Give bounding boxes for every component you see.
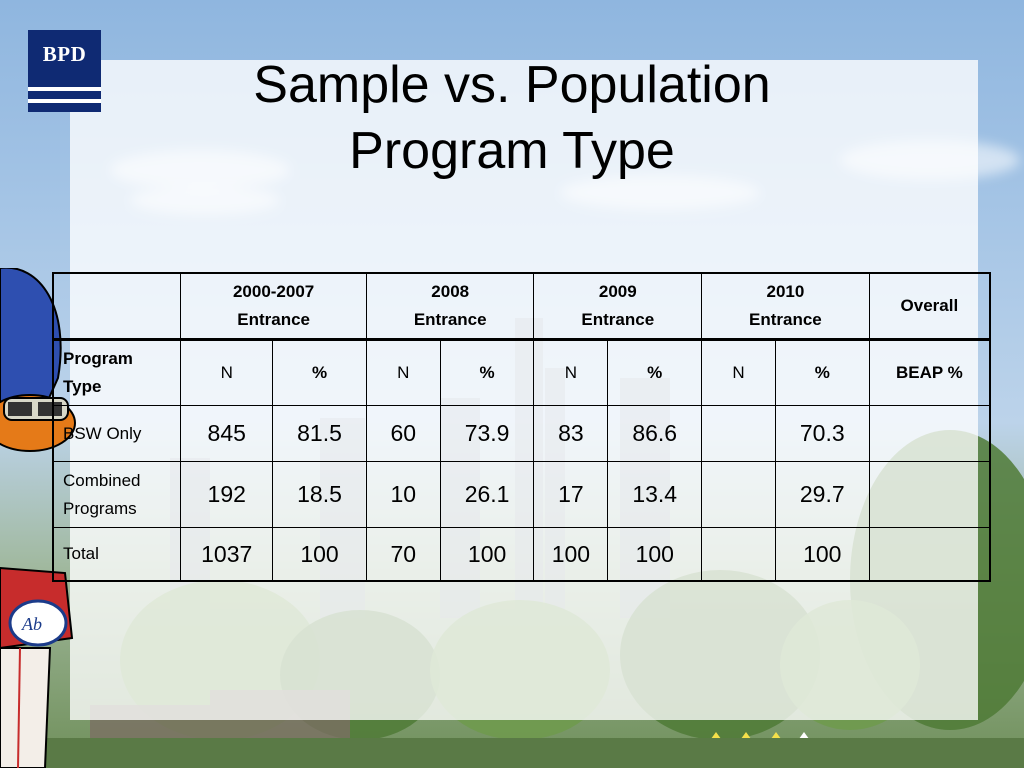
table-cell: 60 <box>365 405 441 462</box>
subheader-cell: N <box>365 339 441 406</box>
table-cell <box>868 405 991 462</box>
program-type-header: Program Type <box>52 339 182 406</box>
table-cell: 70.3 <box>774 405 870 462</box>
table-cell <box>701 527 776 582</box>
group-header: 2009 Entrance <box>533 272 703 340</box>
group-header: 2000-2007 Entrance <box>180 272 367 340</box>
table-row: BSW Only 845 81.5 60 73.9 83 86.6 70.3 <box>52 405 991 462</box>
table-cell: 29.7 <box>774 461 870 528</box>
table-cell: 13.4 <box>607 461 703 528</box>
subheader-cell: N <box>701 339 776 406</box>
header-row-measures: Program Type N % N % N % N % BEAP % <box>52 339 991 406</box>
table-cell: 17 <box>533 461 609 528</box>
table-cell: 86.6 <box>607 405 703 462</box>
table-cell: 73.9 <box>439 405 535 462</box>
subheader-cell: N <box>533 339 609 406</box>
svg-text:Ab: Ab <box>21 614 42 634</box>
title-line-2: Program Type <box>349 122 675 180</box>
table-cell: 845 <box>180 405 274 462</box>
title-line-1: Sample vs. Population <box>253 56 771 114</box>
table-cell <box>868 461 991 528</box>
table-cell <box>701 405 776 462</box>
table-cell: 18.5 <box>272 461 367 528</box>
table-cell: 70 <box>365 527 441 582</box>
table-cell: 83 <box>533 405 609 462</box>
program-type-table: 2000-2007 Entrance 2008 Entrance 2009 Entra… <box>52 272 991 582</box>
table-cell: 10 <box>365 461 441 528</box>
subheader-cell: % <box>774 339 870 406</box>
table-cell <box>868 527 991 582</box>
table-row: Total 1037 100 70 100 100 100 100 <box>52 527 991 582</box>
bpd-logo: BPD <box>28 30 101 112</box>
subheader-cell: % <box>272 339 367 406</box>
table-cell: 1037 <box>180 527 274 582</box>
row-label: Total <box>52 527 182 582</box>
row-label: Combined Programs <box>52 461 182 528</box>
subheader-cell: N <box>180 339 274 406</box>
table-cell <box>701 461 776 528</box>
table-cell: 192 <box>180 461 274 528</box>
logo-text: BPD <box>42 42 87 66</box>
table-cell: 100 <box>439 527 535 582</box>
table-cell: 100 <box>774 527 870 582</box>
header-row-years: 2000-2007 Entrance 2008 Entrance 2009 Entra… <box>52 272 991 340</box>
subheader-cell: % <box>439 339 535 406</box>
table-cell: 100 <box>272 527 367 582</box>
overall-header: Overall <box>868 272 991 340</box>
table-cell: 100 <box>533 527 609 582</box>
corner-cell <box>52 272 182 340</box>
table-cell: 26.1 <box>439 461 535 528</box>
subheader-cell: % <box>607 339 703 406</box>
slide-title: Sample vs. Population Program Type <box>0 52 1024 184</box>
table-cell: 100 <box>607 527 703 582</box>
group-header: 2010 Entrance <box>701 272 870 340</box>
row-label: BSW Only <box>52 405 182 462</box>
group-header: 2008 Entrance <box>365 272 535 340</box>
table-row: Combined Programs 192 18.5 10 26.1 17 13… <box>52 461 991 528</box>
table-cell: 81.5 <box>272 405 367 462</box>
subheader-cell: BEAP % <box>868 339 991 406</box>
